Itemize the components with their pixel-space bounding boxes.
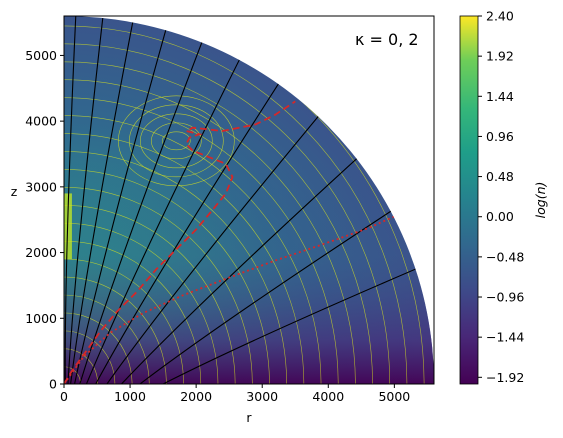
x-axis-label: r <box>246 410 252 425</box>
contour-line <box>151 122 202 160</box>
y-axis-label: z <box>11 184 18 199</box>
field-line <box>79 16 231 384</box>
contour-line <box>64 204 236 384</box>
field-line <box>67 16 112 384</box>
contour-line <box>64 294 150 384</box>
contour-line <box>64 312 133 384</box>
x-tick-label: 3000 <box>246 389 278 404</box>
colorbar-tick-label: 1.44 <box>486 89 514 104</box>
colorbar-gradient <box>459 15 479 385</box>
x-tick-label: 5000 <box>378 389 410 404</box>
contour-line <box>64 240 202 384</box>
x-tick-label: 0 <box>60 389 68 404</box>
field-line <box>64 16 80 384</box>
colorbar-tick-label: 0.96 <box>486 129 514 144</box>
contour-line <box>140 113 213 169</box>
colorbar-label: log(n) <box>533 182 548 219</box>
y-tick-label: 1000 <box>25 311 57 326</box>
colorbar-tick-label: −1.44 <box>486 330 524 345</box>
y-tick-label: 2000 <box>25 245 57 260</box>
colorbar-tick-label: 0.00 <box>486 209 514 224</box>
series-dotted-line <box>64 215 395 384</box>
y-tick-label: 4000 <box>25 114 57 129</box>
colorbar: 2.40 1.92 1.44 0.96 0.48 0.00 −0.48 −0.96 −1.44 −… <box>459 9 548 385</box>
kappa-annotation: κ = 0, 2 <box>355 30 419 49</box>
contour-line <box>64 79 356 384</box>
colorbar-tick-label: 0.48 <box>486 169 514 184</box>
y-tick-label: 5000 <box>25 48 57 63</box>
colorbar-tick-label: 2.40 <box>486 9 514 24</box>
y-tick-label: 0 <box>49 377 57 392</box>
x-tick-label: 4000 <box>312 389 344 404</box>
contour-line <box>64 276 167 384</box>
trajectory-series <box>64 100 395 384</box>
field-line <box>162 203 434 384</box>
colorbar-ticks: 2.40 1.92 1.44 0.96 0.48 0.00 −0.48 −0.96 −1.44 −… <box>478 9 524 385</box>
field-line <box>139 135 434 384</box>
x-tick-label: 2000 <box>180 389 212 404</box>
contour-line <box>64 187 253 384</box>
contour-line <box>64 222 219 384</box>
contour-line <box>129 104 224 178</box>
series-dashed-line <box>64 100 296 384</box>
contour-line <box>64 133 305 384</box>
x-tick-label: 1000 <box>114 389 146 404</box>
field-line <box>70 16 148 384</box>
contour-line <box>162 131 191 151</box>
contour-line <box>118 95 235 187</box>
y-tick-label: 3000 <box>25 179 57 194</box>
colorbar-tick-label: −0.48 <box>486 249 524 264</box>
contour-line <box>64 115 322 384</box>
colorbar-tick-label: −0.96 <box>486 290 524 305</box>
plot-area: 0 1000 2000 3000 4000 5000 0 1000 2000 3000 4000 5… <box>11 15 435 425</box>
colorbar-tick-label: 1.92 <box>486 49 514 64</box>
axes-frame <box>63 15 435 385</box>
contour-line <box>64 43 391 384</box>
contour-line <box>64 61 373 384</box>
contour-line <box>64 151 287 384</box>
contour-line <box>64 97 339 384</box>
x-axis-ticks: 0 1000 2000 3000 4000 5000 <box>60 384 410 404</box>
y-axis-ticks: 0 1000 2000 3000 4000 5000 <box>25 48 64 392</box>
field-line <box>74 16 188 384</box>
colorbar-tick-label: −1.92 <box>486 370 524 385</box>
